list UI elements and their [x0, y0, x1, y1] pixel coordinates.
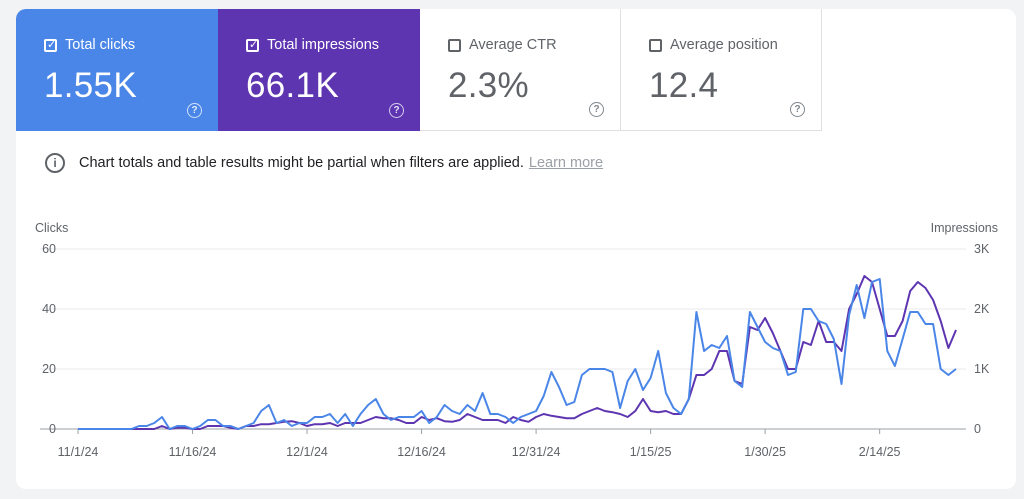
left-axis-tick-label: 60: [42, 242, 56, 256]
right-axis-tick-label: 3K: [974, 242, 990, 256]
right-axis-tick-label: 0: [974, 422, 981, 436]
left-axis-title: Clicks: [35, 221, 68, 235]
left-axis-tick-label: 0: [49, 422, 56, 436]
x-axis-tick-label: 1/30/25: [744, 445, 786, 459]
right-axis-ticks: 0 1K 2K 3K: [974, 242, 990, 436]
right-axis-tick-label: 2K: [974, 302, 990, 316]
gridlines: [40, 249, 966, 429]
right-axis-tick-label: 1K: [974, 362, 990, 376]
x-axis-tick-label: 1/15/25: [630, 445, 672, 459]
x-axis-ticks: 11/1/24 11/16/24 12/1/24 12/16/24 12/31/24 1/…: [58, 429, 901, 459]
x-axis-tick-label: 12/1/24: [286, 445, 328, 459]
left-axis-tick-label: 40: [42, 302, 56, 316]
left-axis-tick-label: 20: [42, 362, 56, 376]
performance-chart: Clicks Impressions 0 20 40 60 0 1K 2K 3K 11/1/…: [16, 9, 1016, 489]
right-axis-title: Impressions: [931, 221, 998, 235]
x-axis-tick-label: 11/1/24: [58, 445, 99, 459]
x-axis-tick-label: 12/31/24: [512, 445, 561, 459]
performance-card: ✓ Total clicks 1.55K ? ✓ Total impressio…: [16, 9, 1016, 489]
left-axis-ticks: 0 20 40 60: [42, 242, 56, 436]
clicks-series-line: [78, 279, 956, 429]
impressions-series-line: [78, 276, 956, 429]
x-axis-tick-label: 2/14/25: [859, 445, 901, 459]
x-axis-tick-label: 11/16/24: [169, 445, 217, 459]
x-axis-tick-label: 12/16/24: [397, 445, 446, 459]
